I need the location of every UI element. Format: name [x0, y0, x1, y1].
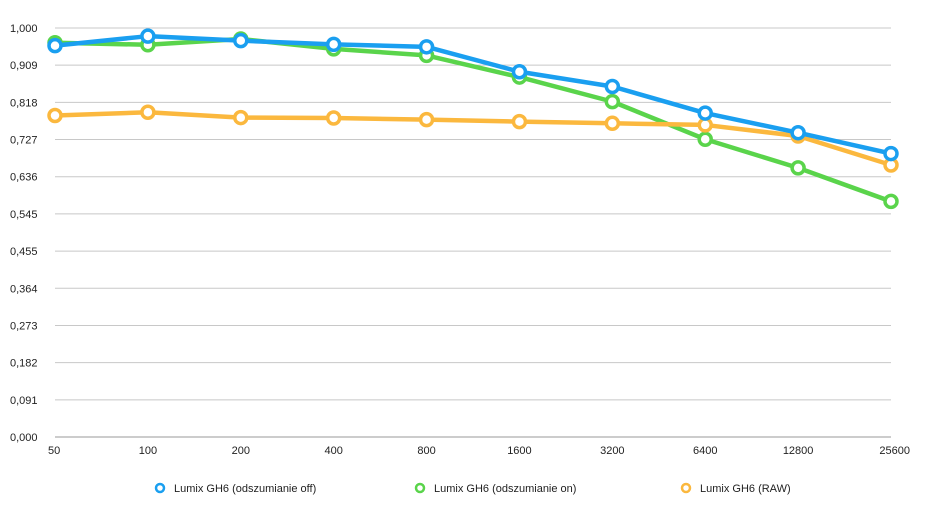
series-line	[52, 33, 894, 156]
legend: Lumix GH6 (odszumianie off) Lumix GH6 (od…	[154, 482, 791, 495]
x-tick-label: 12800	[783, 445, 814, 457]
data-point	[325, 110, 342, 126]
y-tick-label: 0,636	[10, 172, 38, 184]
data-point	[140, 28, 156, 44]
data-point	[790, 124, 806, 141]
legend-marker	[414, 482, 426, 494]
data-point	[47, 107, 63, 124]
data-point	[697, 131, 713, 147]
legend-marker	[154, 482, 166, 494]
series-line	[52, 36, 894, 204]
series-line	[52, 110, 894, 168]
x-tick-label: 1600	[507, 445, 531, 457]
x-tick-label: 25600	[879, 445, 910, 457]
x-tick-label: 200	[232, 445, 250, 457]
data-point	[604, 115, 621, 132]
data-point	[140, 104, 156, 121]
x-axis-ticks: 50 100 200 400 800 1600 3200 6400 12800 25600	[48, 445, 910, 457]
data-point	[604, 78, 621, 95]
y-tick-label: 0,455	[10, 246, 38, 258]
data-point	[511, 64, 528, 80]
x-tick-label: 50	[48, 445, 60, 457]
y-axis-ticks: 0,000 0,091 0,182 0,273 0,364 0,455 0,545 0,636…	[10, 23, 38, 444]
x-tick-label: 800	[417, 445, 435, 457]
y-tick-label: 0,818	[10, 97, 38, 109]
y-tick-label: 0,727	[10, 135, 38, 147]
legend-label: Lumix GH6 (odszumianie on)	[434, 483, 576, 495]
data-point	[883, 193, 899, 210]
y-tick-label: 0,000	[10, 432, 38, 444]
data-point	[790, 160, 806, 176]
data-point	[697, 105, 713, 121]
x-tick-label: 100	[139, 445, 157, 457]
legend-label: Lumix GH6 (RAW)	[700, 483, 791, 495]
y-tick-label: 0,909	[10, 60, 38, 72]
legend-item: Lumix GH6 (odszumianie on)	[414, 482, 576, 495]
y-tick-label: 0,182	[10, 358, 38, 370]
data-point	[883, 145, 899, 162]
legend-item: Lumix GH6 (RAW)	[680, 482, 791, 495]
y-tick-label: 0,091	[10, 395, 38, 407]
y-tick-label: 0,364	[10, 283, 38, 295]
data-point	[233, 109, 249, 126]
x-tick-label: 6400	[693, 445, 717, 457]
data-point	[325, 36, 342, 53]
series-layer	[47, 28, 899, 210]
y-tick-label: 0,545	[10, 209, 38, 221]
y-tick-label: 0,273	[10, 320, 38, 332]
series-0	[47, 28, 899, 162]
x-tick-label: 400	[324, 445, 342, 457]
data-point	[604, 93, 621, 110]
data-point	[47, 37, 63, 54]
data-point	[511, 113, 528, 130]
data-point	[418, 39, 435, 55]
data-point	[233, 32, 249, 49]
y-tick-label: 1,000	[10, 23, 38, 35]
data-point	[418, 111, 435, 128]
grid-lines	[55, 27, 891, 438]
legend-marker	[680, 482, 692, 494]
legend-item: Lumix GH6 (odszumianie off)	[154, 482, 316, 495]
x-tick-label: 3200	[600, 445, 624, 457]
legend-label: Lumix GH6 (odszumianie off)	[174, 483, 316, 495]
